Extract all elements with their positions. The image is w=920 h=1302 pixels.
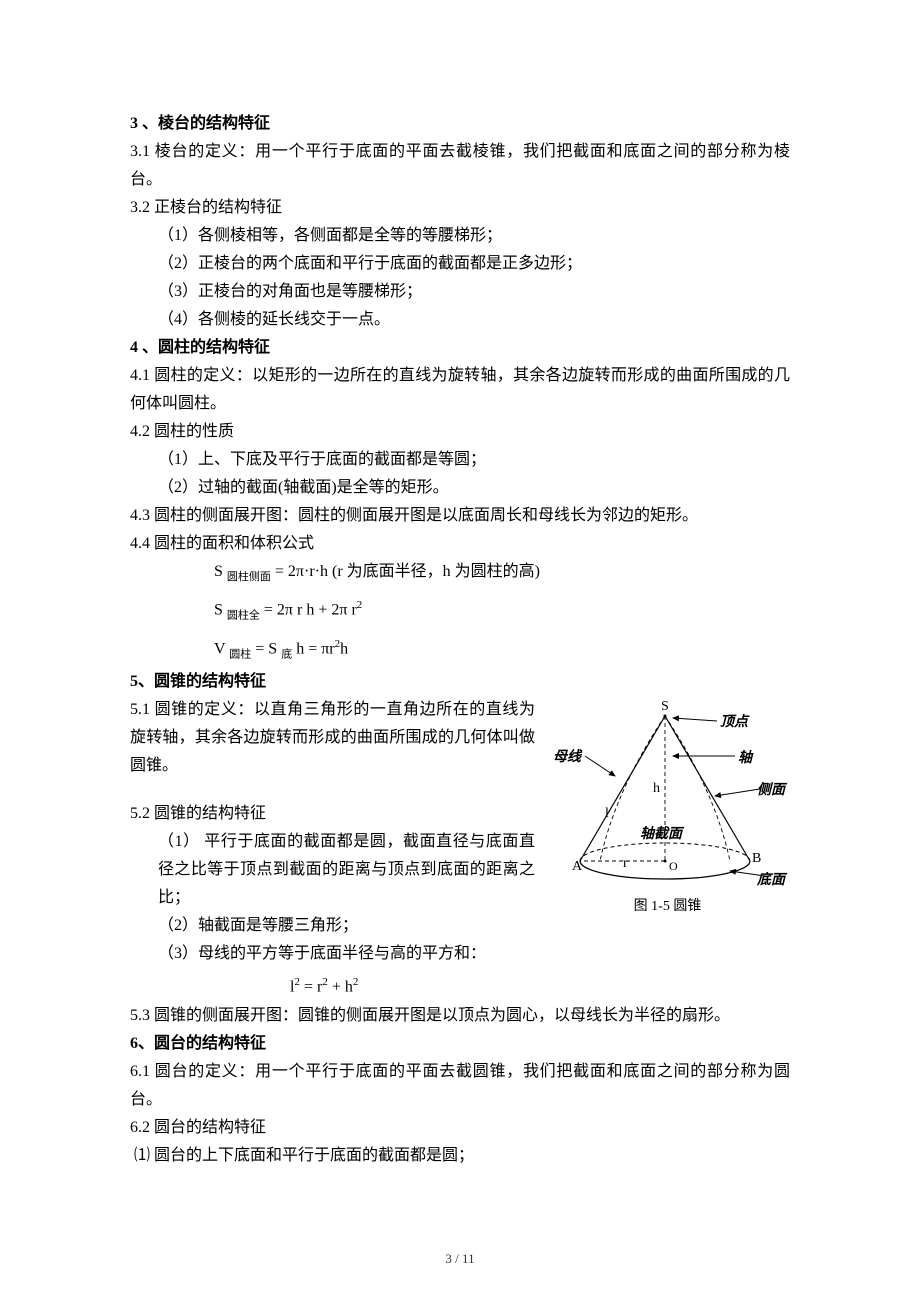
p-4-2: 4.2 圆柱的性质 [130, 418, 790, 446]
section-6-heading: 6、圆台的结构特征 [130, 1030, 790, 1058]
p-3-2-item-3: （3）正棱台的对角面也是等腰梯形； [130, 278, 790, 306]
p-4-2-item-2: （2）过轴的截面(轴截面)是全等的矩形。 [130, 474, 790, 502]
label-axial: 轴截面 [640, 823, 682, 843]
label-O: O [669, 859, 678, 874]
p-4-3: 4.3 圆柱的侧面展开图：圆柱的侧面展开图是以底面周长和母线长为邻边的矩形。 [130, 502, 790, 530]
section-5-heading: 5、圆锥的结构特征 [130, 668, 790, 696]
p-6-2-item-1: ⑴ 圆台的上下底面和平行于底面的截面都是圆； [130, 1142, 790, 1170]
label-B: B [752, 851, 761, 867]
text: S [214, 602, 227, 619]
p-3-2-item-2: （2）正棱台的两个底面和平行于底面的截面都是正多边形； [130, 250, 790, 278]
sup: 2 [353, 976, 359, 988]
p-6-2: 6.2 圆台的结构特征 [130, 1114, 790, 1142]
text: + h [328, 979, 353, 996]
section-4-heading: 4 、圆柱的结构特征 [130, 334, 790, 362]
page-sep: / [452, 1251, 462, 1266]
text: = 2π r h + 2π r [260, 602, 357, 619]
label-axis: 轴 [738, 747, 752, 767]
p-5-3: 5.3 圆锥的侧面展开图：圆锥的侧面展开图是以顶点为圆心，以母线长为半径的扇形。 [130, 1002, 790, 1030]
text: = 2π·r·h (r 为底面半径，h 为圆柱的高) [271, 563, 540, 580]
formula-cylinder-side: S 圆柱侧面 = 2π·r·h (r 为底面半径，h 为圆柱的高) [130, 558, 790, 591]
page-total: 11 [462, 1251, 475, 1266]
p-6-1: 6.1 圆台的定义：用一个平行于底面的平面去截圆锥，我们把截面和底面之间的部分称… [130, 1058, 790, 1114]
sub: 圆柱 [229, 648, 251, 660]
formula-cone: l2 = r2 + h2 [130, 968, 790, 1001]
text: V [214, 640, 229, 657]
page-footer: 3 / 11 [130, 1251, 790, 1267]
p-3-2: 3.2 正棱台的结构特征 [130, 194, 790, 222]
label-S: S [661, 699, 669, 715]
text: h = πr [292, 640, 334, 657]
label-generatrix: 母线 [553, 746, 581, 766]
p-5-2-item-2: （2）轴截面是等腰三角形； [130, 912, 790, 940]
section-3-heading: 3 、棱台的结构特征 [130, 110, 790, 138]
p-3-2-item-1: （1）各侧棱相等，各侧面都是全等的等腰梯形； [130, 222, 790, 250]
label-l: l [605, 806, 609, 822]
label-h: h [653, 781, 660, 797]
text: S [214, 563, 227, 580]
p-4-1: 4.1 圆柱的定义：以矩形的一边所在的直线为旋转轴，其余各边旋转而形成的曲面所围… [130, 362, 790, 418]
figure-cone: S 顶点 轴 侧面 母线 轴截面 底面 h r l A B O 图 1-5 圆锥 [545, 701, 790, 915]
formula-cylinder-volume: V 圆柱 = S 底 h = πr2h [130, 630, 790, 669]
p-3-1: 3.1 棱台的定义：用一个平行于底面的平面去截棱锥，我们把截面和底面之间的部分称… [130, 138, 790, 194]
label-r: r [623, 856, 628, 872]
sub: 底 [281, 648, 292, 660]
p-4-2-item-1: （1）上、下底及平行于底面的截面都是等圆； [130, 446, 790, 474]
label-side: 侧面 [757, 779, 785, 799]
formula-cylinder-total: S 圆柱全 = 2π r h + 2π r2 [130, 591, 790, 630]
sub: 圆柱全 [227, 610, 260, 622]
p-5-2-item-3: （3）母线的平方等于底面半径与高的平方和： [130, 940, 790, 968]
text: h [340, 640, 348, 657]
label-A: A [572, 859, 582, 875]
text: = r [300, 979, 322, 996]
figure-caption: 图 1-5 圆锥 [545, 895, 790, 915]
label-vertex: 顶点 [720, 711, 748, 731]
sup: 2 [357, 599, 363, 611]
label-base: 底面 [757, 869, 785, 889]
text: = S [251, 640, 281, 657]
p-4-4: 4.4 圆柱的面积和体积公式 [130, 530, 790, 558]
p-3-2-item-4: （4）各侧棱的延长线交于一点。 [130, 306, 790, 334]
sub: 圆柱侧面 [227, 571, 271, 583]
